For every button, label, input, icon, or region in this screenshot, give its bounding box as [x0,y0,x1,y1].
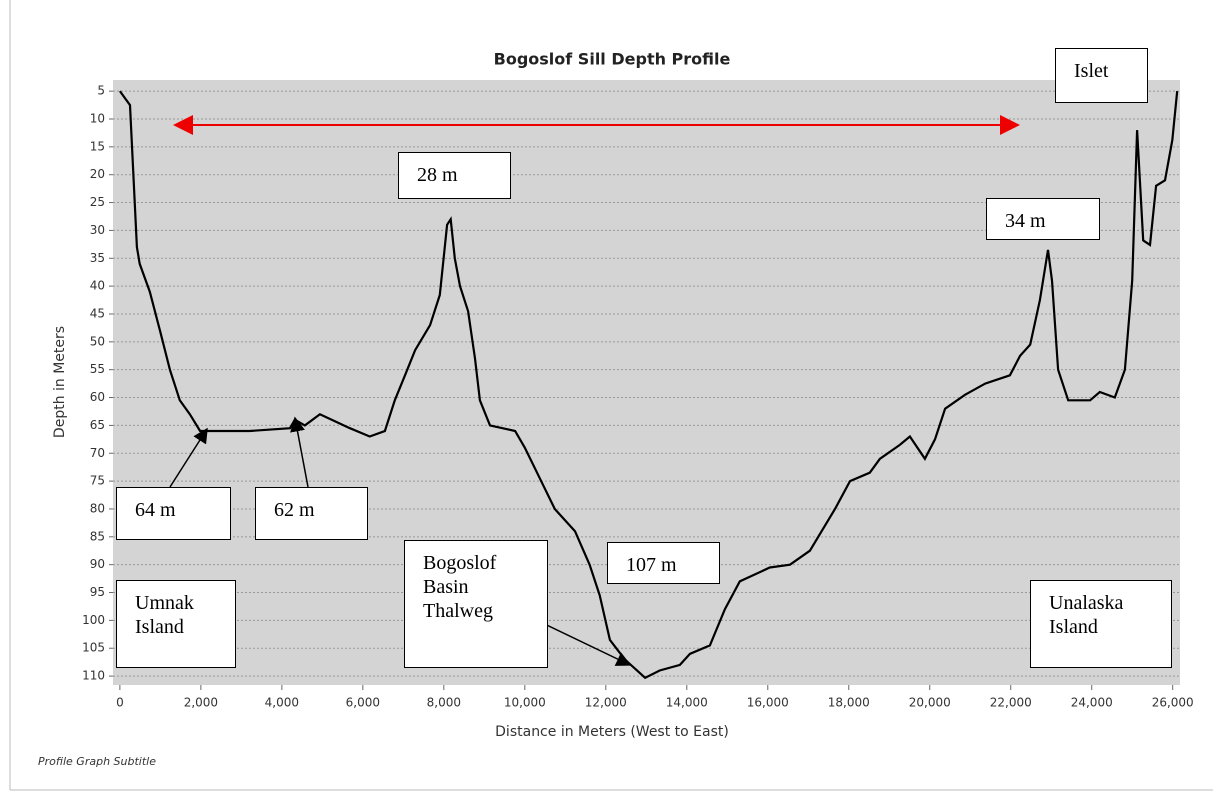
y-tick-label: 70 [90,446,105,460]
y-tick-label: 20 [90,167,105,181]
annotation-text: 28 m [417,164,458,186]
annotation-text: 107 m [626,554,677,576]
x-tick-label: 18,000 [828,696,870,710]
annotation-text: Unalaska [1049,592,1124,614]
y-tick-label: 50 [90,334,105,348]
x-tick-label: 26,000 [1152,696,1194,710]
annotation-text: Islet [1074,60,1109,82]
y-tick-label: 75 [90,474,105,488]
annotation-text: Bogoslof [423,552,497,574]
y-tick-label: 80 [90,501,105,515]
chart-title: Bogoslof Sill Depth Profile [494,50,731,69]
x-tick-label: 24,000 [1071,696,1113,710]
annotation-box: Bogoslof Basin Thalweg [404,540,548,668]
x-tick-label: 6,000 [346,696,380,710]
annotation-box: 62 m [255,487,368,540]
annotation-box: 34 m [986,198,1100,240]
pointer-arrow [169,427,208,488]
y-tick-label: 45 [90,306,105,320]
y-tick-label: 110 [82,669,105,683]
y-tick-label: 10 [90,111,105,125]
annotation-text: Basin [423,576,469,598]
annotation-box: 107 m [607,542,720,584]
x-tick-label: 8,000 [427,696,461,710]
x-axis-label: Distance in Meters (West to East) [495,724,729,740]
annotation-text: Island [135,616,184,638]
y-tick-label: 85 [90,529,105,543]
y-tick-label: 90 [90,557,105,571]
y-tick-label: 5 [97,84,105,98]
pointer-arrow [290,416,309,488]
annotation-text: 34 m [1005,210,1046,232]
x-tick-label: 10,000 [504,696,546,710]
y-tick-label: 65 [90,418,105,432]
annotation-box: 64 m [116,487,231,540]
annotation-box: Islet [1055,48,1148,103]
y-tick-label: 95 [90,585,105,599]
y-tick-label: 15 [90,139,105,153]
annotation-box: Unalaska Island [1030,580,1172,668]
annotation-text: Thalweg [423,600,493,622]
y-tick-label: 25 [90,195,105,209]
y-tick-label: 105 [82,641,105,655]
x-tick-label: 16,000 [747,696,789,710]
y-tick-label: 35 [90,251,105,265]
y-tick-label: 100 [82,613,105,627]
x-tick-label: 12,000 [585,696,627,710]
profile-line [119,90,1179,680]
y-tick-label: 40 [90,279,105,293]
annotation-text: 62 m [274,499,315,521]
x-tick-label: 4,000 [265,696,299,710]
x-tick-label: 0 [116,696,124,710]
y-tick-label: 60 [90,390,105,404]
x-tick-label: 2,000 [184,696,218,710]
x-tick-label: 20,000 [909,696,951,710]
annotation-box: 28 m [398,152,511,199]
y-tick-label: 30 [90,223,105,237]
plot-area [113,80,1180,685]
annotation-text: Island [1049,616,1098,638]
subtitle: Profile Graph Subtitle [38,755,156,768]
x-tick-label: 22,000 [990,696,1032,710]
x-tick-label: 14,000 [666,696,708,710]
annotation-text: 64 m [135,499,176,521]
y-axis-label: Depth in Meters [52,326,68,438]
annotation-box: Umnak Island [116,580,236,668]
annotation-text: Umnak [135,592,194,614]
y-tick-label: 55 [90,362,105,376]
